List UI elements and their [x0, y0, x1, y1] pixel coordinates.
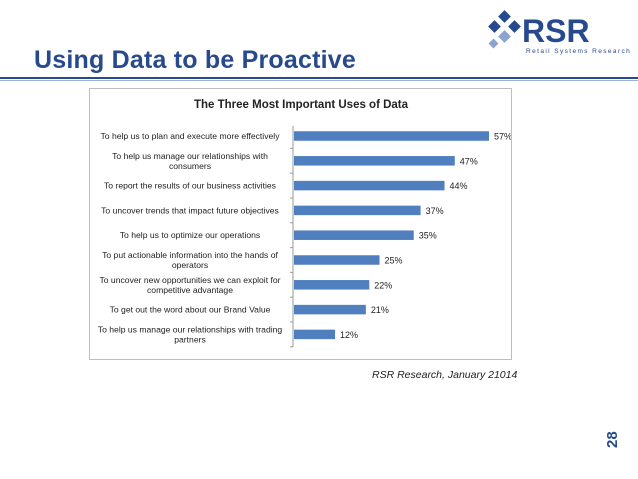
- category-label: To uncover trends that impact future obj…: [101, 205, 279, 215]
- bar: [294, 131, 489, 141]
- category-label: To put actionable information into the h…: [102, 250, 278, 270]
- data-label: 35%: [419, 231, 437, 241]
- data-label: 25%: [385, 256, 403, 266]
- category-label: To get out the word about our Brand Valu…: [110, 305, 271, 315]
- data-label: 22%: [374, 280, 392, 290]
- bar: [294, 255, 380, 265]
- logo-tagline: Retail Systems Research: [526, 48, 631, 55]
- bars-layer: 57% To help us to plan and execute more e…: [98, 131, 511, 348]
- category-label: To help us manage our relationships with…: [98, 324, 283, 344]
- data-label: 47%: [460, 156, 478, 166]
- chart-frame: The Three Most Important Uses of Data 57…: [89, 88, 512, 360]
- data-label: 44%: [450, 181, 468, 191]
- data-label: 37%: [426, 206, 444, 216]
- category-label: To help us to optimize our operations: [120, 230, 260, 240]
- header-rule: [0, 77, 638, 79]
- data-label: 57%: [494, 132, 511, 142]
- bar: [294, 280, 370, 290]
- category-label: To help us to plan and execute more effe…: [101, 131, 281, 141]
- slide-title: Using Data to be Proactive: [34, 46, 356, 74]
- data-label: 12%: [340, 330, 358, 340]
- source-note: RSR Research, January 21014: [372, 369, 518, 381]
- data-label: 21%: [371, 305, 389, 315]
- bar: [294, 156, 455, 166]
- category-label: To report the results of our business ac…: [104, 181, 276, 191]
- category-label: To help us manage our relationships with…: [112, 151, 268, 171]
- bar-chart: The Three Most Important Uses of Data 57…: [98, 99, 511, 348]
- bar: [294, 205, 421, 216]
- logo-wordmark: RSR: [522, 13, 590, 49]
- header-rule-thin: [0, 80, 638, 81]
- logo-diamond-icon: [488, 10, 521, 49]
- bar: [294, 230, 414, 240]
- bar: [294, 180, 445, 191]
- chart-title: The Three Most Important Uses of Data: [194, 99, 409, 111]
- rsr-logo: RSR Retail Systems Research: [488, 10, 631, 55]
- page-number: 28: [604, 431, 621, 448]
- bar: [294, 304, 366, 315]
- category-label: To uncover new opportunities we can expl…: [99, 275, 280, 295]
- bar: [294, 329, 336, 340]
